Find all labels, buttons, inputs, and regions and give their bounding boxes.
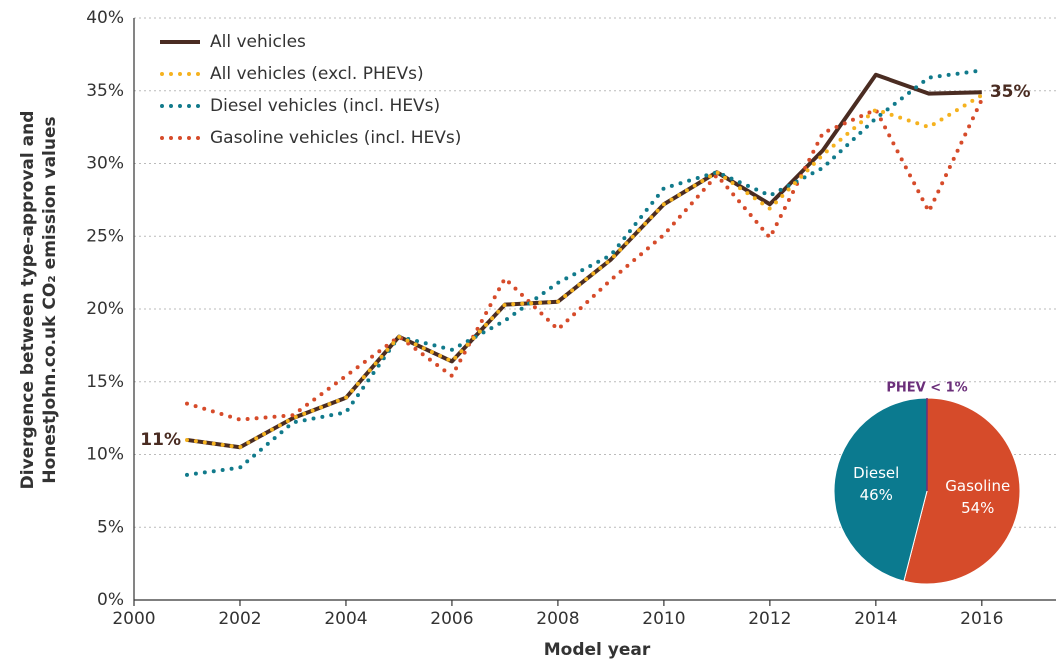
- y-tick-label: 10%: [86, 445, 124, 465]
- pie-note: PHEV < 1%: [886, 381, 967, 396]
- legend-label: All vehicles (excl. PHEVs): [210, 64, 424, 84]
- x-axis-label: Model year: [544, 640, 651, 660]
- y-tick-label: 15%: [86, 372, 124, 392]
- y-tick-label: 35%: [86, 81, 124, 101]
- annotation: 11%: [140, 430, 181, 450]
- x-tick-label: 2006: [430, 609, 473, 629]
- pie-value-label: 46%: [860, 486, 893, 504]
- y-axis-label-line: HonestJohn.co.uk CO₂ emission values: [40, 116, 60, 483]
- y-tick-label: 25%: [86, 226, 124, 246]
- pie-slice: [903, 397, 1021, 585]
- legend-label: Gasoline vehicles (incl. HEVs): [210, 128, 461, 148]
- pie-slice: [833, 397, 928, 582]
- y-axis-label: Divergence between type-approval and Hon…: [18, 111, 60, 490]
- legend-label: Diesel vehicles (incl. HEVs): [210, 96, 440, 116]
- x-tick-label: 2016: [960, 609, 1003, 629]
- x-tick-label: 2010: [642, 609, 685, 629]
- x-tick-label: 2008: [536, 609, 579, 629]
- annotation: 35%: [990, 82, 1031, 102]
- y-tick-label: 30%: [86, 154, 124, 174]
- pie-value-label: 54%: [961, 499, 994, 517]
- y-axis-label-line: Divergence between type-approval and: [18, 111, 38, 490]
- y-tick-label: 0%: [97, 590, 124, 610]
- x-tick-label: 2000: [112, 609, 155, 629]
- pie-label: Gasoline: [945, 477, 1010, 495]
- series-line: [184, 93, 984, 450]
- pie-label: Diesel: [853, 464, 899, 482]
- x-tick-label: 2002: [218, 609, 261, 629]
- x-tick-label: 2014: [854, 609, 897, 629]
- y-tick-label: 5%: [97, 517, 124, 537]
- y-tick-label: 40%: [86, 8, 124, 28]
- legend-label: All vehicles: [210, 32, 306, 52]
- y-tick-label: 20%: [86, 299, 124, 319]
- x-tick-label: 2004: [324, 609, 367, 629]
- x-tick-label: 2012: [748, 609, 791, 629]
